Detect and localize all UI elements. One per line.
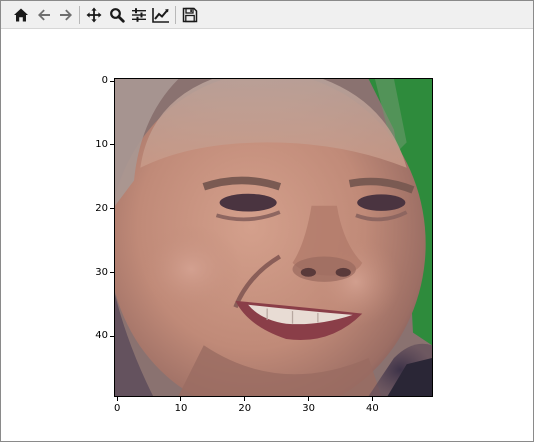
pan-icon[interactable] [84,5,104,25]
y-tick-label: 40 [95,331,108,341]
y-tick-mark [110,272,114,273]
zoom-icon[interactable] [107,5,127,25]
x-tick-label: 20 [225,404,265,414]
edit-axis-icon[interactable] [151,5,171,25]
y-tick-label: 10 [95,140,108,150]
x-tick-label: 30 [289,404,329,414]
forward-arrow-icon[interactable] [56,5,76,25]
toolbar-separator [79,6,80,24]
back-arrow-icon[interactable] [34,5,54,25]
x-tick-mark [244,397,245,401]
y-tick-label: 0 [102,76,108,86]
x-tick-mark [117,397,118,401]
figure-canvas[interactable]: 0 10 20 30 40 0 10 20 30 40 [1,29,533,441]
x-tick-mark [372,397,373,401]
y-tick-mark [110,81,114,82]
x-tick-label: 40 [352,404,392,414]
save-icon[interactable] [180,5,200,25]
x-tick-mark [180,397,181,401]
home-icon[interactable] [11,5,31,25]
navigation-toolbar [1,1,533,29]
toolbar-separator [175,6,176,24]
y-tick-mark [110,144,114,145]
y-tick-label: 20 [95,204,108,214]
image-axes[interactable] [114,78,433,397]
x-tick-label: 10 [161,404,201,414]
x-tick-mark [308,397,309,401]
subplots-config-icon[interactable] [129,5,149,25]
y-tick-label: 30 [95,268,108,278]
x-tick-label: 0 [97,404,137,414]
y-tick-mark [110,336,114,337]
y-tick-mark [110,208,114,209]
face-image [115,79,432,396]
